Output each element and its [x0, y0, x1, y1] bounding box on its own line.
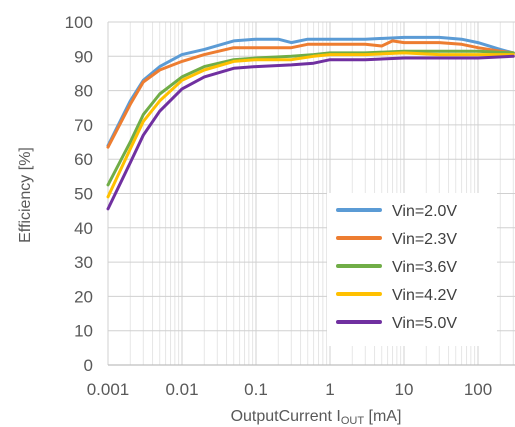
legend-label-4: Vin=4.2V	[392, 287, 457, 304]
x-axis-title: OutputCurrent IOUT [mA]	[231, 408, 402, 427]
y-tick-label: 40	[74, 219, 93, 238]
y-tick-label: 0	[84, 356, 93, 375]
x-tick-label: 0.001	[87, 380, 130, 399]
y-tick-label: 80	[74, 82, 93, 101]
x-tick-label: 10	[395, 380, 414, 399]
y-tick-label: 20	[74, 287, 93, 306]
y-tick-label: 50	[74, 185, 93, 204]
series-line-1	[106, 35, 515, 147]
y-tick-label: 70	[74, 116, 93, 135]
y-tick-label: 30	[74, 253, 93, 272]
x-tick-labels: 0.001 0.01 0.1 1 10 100	[87, 380, 492, 399]
y-tick-label: 60	[74, 150, 93, 169]
legend: Vin=2.0V Vin=2.3V Vin=3.6V Vin=4.2V Vin=5.0V	[327, 193, 497, 346]
x-tick-label: 0.01	[165, 380, 198, 399]
legend-label-3: Vin=3.6V	[392, 259, 457, 276]
y-tick-label: 100	[65, 13, 93, 32]
legend-label-1: Vin=2.0V	[392, 203, 457, 220]
series-line-3	[106, 49, 515, 187]
y-tick-label: 10	[74, 322, 93, 341]
y-axis-title: Efficiency [%]	[17, 147, 34, 243]
legend-label-2: Vin=2.3V	[392, 231, 457, 248]
series-lines	[106, 35, 515, 211]
series-line-2	[106, 39, 515, 149]
legend-label-5: Vin=5.0V	[392, 315, 457, 332]
y-tick-label: 90	[74, 47, 93, 66]
series-line-4	[106, 51, 515, 199]
x-tick-label: 100	[464, 380, 492, 399]
x-tick-label: 1	[325, 380, 334, 399]
y-tick-labels: 0 10 20 30 40 50 60 70 80 90 100	[65, 13, 93, 375]
series-line-5	[106, 54, 515, 211]
x-tick-label: 0.1	[244, 380, 268, 399]
